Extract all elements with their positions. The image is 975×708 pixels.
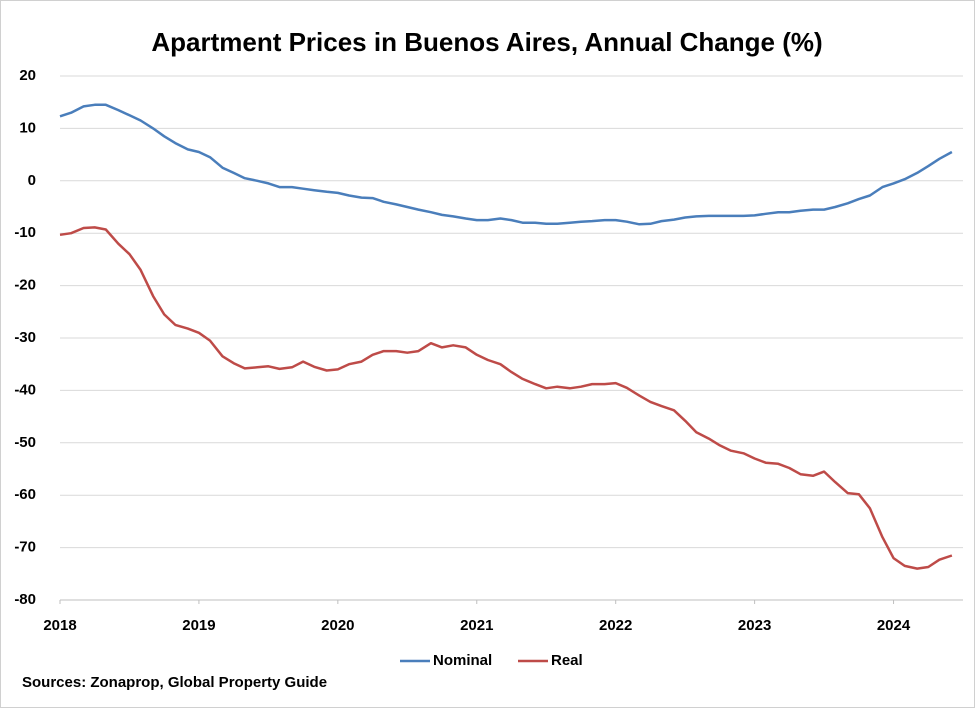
- x-tick-label: 2019: [182, 617, 215, 634]
- y-tick-label: -30: [14, 329, 36, 346]
- y-tick-label: -50: [14, 434, 36, 451]
- y-tick-label: -20: [14, 277, 36, 294]
- y-tick-label: 0: [28, 172, 36, 189]
- chart-title: Apartment Prices in Buenos Aires, Annual…: [151, 27, 822, 57]
- y-tick-label: 20: [19, 67, 36, 84]
- source-note: Sources: Zonaprop, Global Property Guide: [22, 674, 327, 691]
- y-tick-label: -80: [14, 591, 36, 608]
- x-tick-label: 2024: [877, 617, 911, 634]
- x-tick-label: 2021: [460, 617, 493, 634]
- data-line: [59, 226, 953, 570]
- x-tick-label: 2023: [738, 617, 771, 634]
- y-tick-label: 10: [19, 119, 36, 136]
- x-tick-label: 2022: [599, 617, 632, 634]
- x-tick-label: 2018: [43, 617, 76, 634]
- y-tick-label: -70: [14, 539, 36, 556]
- x-tick-label: 2020: [321, 617, 354, 634]
- y-tick-label: -40: [14, 381, 36, 398]
- data-line: [59, 103, 953, 226]
- legend-label: Real: [551, 652, 583, 669]
- y-tick-label: -10: [14, 224, 36, 241]
- y-tick-label: -60: [14, 486, 36, 503]
- legend-label: Nominal: [433, 652, 492, 669]
